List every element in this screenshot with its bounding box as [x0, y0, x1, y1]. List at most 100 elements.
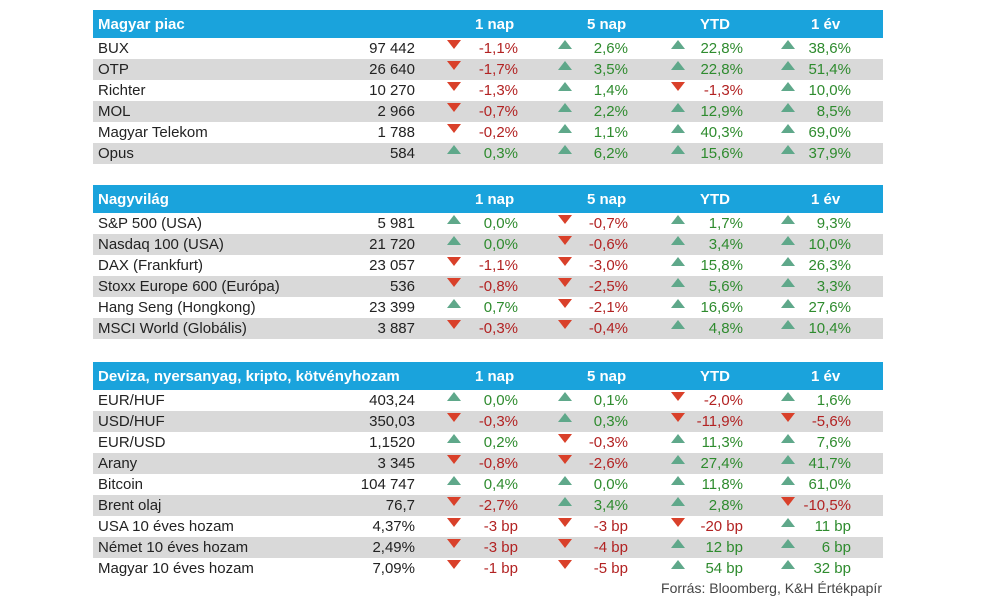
change-d5: 3,5% [593, 61, 628, 78]
table-row: DAX (Frankfurt) 23 057 -1,1% -3,0% 15,8% 26,3… [93, 255, 883, 276]
change-y1: 10,0% [808, 236, 851, 253]
up-arrow-icon [671, 320, 685, 329]
change-d5: 0,0% [593, 476, 628, 493]
change-y1: 1,6% [816, 392, 851, 409]
up-arrow-icon [558, 413, 572, 422]
change-d1: 0,0% [483, 236, 518, 253]
up-arrow-icon [781, 299, 795, 308]
down-arrow-icon [671, 413, 685, 422]
up-arrow-icon [671, 257, 685, 266]
change-ytd: 4,8% [708, 320, 743, 337]
table-row: Hang Seng (Hongkong) 23 399 0,7% -2,1% 16,6%… [93, 297, 883, 318]
table-row: Magyar Telekom 1 788 -0,2% 1,1% 40,3% 69,0% [93, 122, 883, 143]
row-value: 10 270 [369, 82, 415, 99]
up-arrow-icon [781, 61, 795, 70]
table-row: BUX 97 442 -1,1% 2,6% 22,8% 38,6% [93, 38, 883, 59]
column-header: 1 nap [475, 368, 515, 385]
change-d1: -1 bp [483, 560, 518, 577]
down-arrow-icon [447, 497, 461, 506]
change-y1: 38,6% [808, 40, 851, 57]
change-d1: 0,4% [483, 476, 518, 493]
up-arrow-icon [671, 40, 685, 49]
up-arrow-icon [781, 560, 795, 569]
section-header: Deviza, nyersanyag, kripto, kötvényhozam… [93, 362, 883, 390]
down-arrow-icon [558, 560, 572, 569]
row-value: 7,09% [372, 560, 415, 577]
change-d1: 0,0% [483, 215, 518, 232]
change-y1: 9,3% [816, 215, 851, 232]
change-y1: 3,3% [816, 278, 851, 295]
change-y1: 61,0% [808, 476, 851, 493]
row-value: 350,03 [369, 413, 415, 430]
up-arrow-icon [558, 40, 572, 49]
up-arrow-icon [671, 560, 685, 569]
change-ytd: -1,3% [703, 82, 743, 99]
change-ytd: 22,8% [700, 61, 743, 78]
change-d5: -0,3% [588, 434, 628, 451]
change-d5: 2,2% [593, 103, 628, 120]
up-arrow-icon [558, 124, 572, 133]
table-row: EUR/USD 1,1520 0,2% -0,3% 11,3% 7,6% [93, 432, 883, 453]
change-d1: -3 bp [483, 539, 518, 556]
change-d1: -0,7% [478, 103, 518, 120]
change-y1: 41,7% [808, 455, 851, 472]
down-arrow-icon [558, 278, 572, 287]
up-arrow-icon [671, 497, 685, 506]
down-arrow-icon [447, 518, 461, 527]
change-y1: 7,6% [816, 434, 851, 451]
up-arrow-icon [781, 82, 795, 91]
up-arrow-icon [671, 215, 685, 224]
down-arrow-icon [447, 124, 461, 133]
up-arrow-icon [781, 236, 795, 245]
table-row: Richter 10 270 -1,3% 1,4% -1,3% 10,0% [93, 80, 883, 101]
change-d5: -2,1% [588, 299, 628, 316]
down-arrow-icon [447, 40, 461, 49]
row-value: 97 442 [369, 40, 415, 57]
row-value: 76,7 [385, 497, 415, 514]
change-ytd: 16,6% [700, 299, 743, 316]
change-y1: 8,5% [816, 103, 851, 120]
change-ytd: 11,8% [701, 476, 743, 493]
up-arrow-icon [781, 476, 795, 485]
down-arrow-icon [447, 61, 461, 70]
change-y1: 27,6% [808, 299, 851, 316]
change-ytd: -11,9% [696, 413, 743, 430]
up-arrow-icon [558, 497, 572, 506]
section-title: Magyar piac [98, 16, 185, 33]
change-d5: -2,5% [588, 278, 628, 295]
row-value: 23 399 [369, 299, 415, 316]
row-value: 2,49% [372, 539, 415, 556]
up-arrow-icon [447, 145, 461, 154]
row-name: Német 10 éves hozam [98, 539, 249, 556]
up-arrow-icon [781, 434, 795, 443]
down-arrow-icon [558, 299, 572, 308]
table-row: S&P 500 (USA) 5 981 0,0% -0,7% 1,7% 9,3% [93, 213, 883, 234]
change-d5: 3,4% [593, 497, 628, 514]
row-name: OTP [98, 61, 129, 78]
change-d1: -1,3% [478, 82, 518, 99]
down-arrow-icon [558, 539, 572, 548]
row-name: EUR/HUF [98, 392, 165, 409]
row-name: Arany [98, 455, 138, 472]
up-arrow-icon [781, 124, 795, 133]
change-d5: -0,7% [588, 215, 628, 232]
row-value: 536 [389, 278, 415, 295]
change-d5: 6,2% [593, 145, 628, 162]
table-row: Magyar 10 éves hozam 7,09% -1 bp -5 bp 54 bp… [93, 558, 883, 579]
table-row: OTP 26 640 -1,7% 3,5% 22,8% 51,4% [93, 59, 883, 80]
down-arrow-icon [558, 518, 572, 527]
row-value: 1 788 [377, 124, 415, 141]
down-arrow-icon [558, 236, 572, 245]
table-row: Arany 3 345 -0,8% -2,6% 27,4% 41,7% [93, 453, 883, 474]
up-arrow-icon [671, 455, 685, 464]
row-value: 3 887 [377, 320, 415, 337]
up-arrow-icon [671, 278, 685, 287]
section-header: Magyar piac 1 nap 5 nap YTD 1 év [93, 10, 883, 38]
row-value: 21 720 [369, 236, 415, 253]
change-d1: 0,3% [483, 145, 518, 162]
table-row: MSCI World (Globális) 3 887 -0,3% -0,4% 4,8%… [93, 318, 883, 339]
section-title: Nagyvilág [98, 191, 169, 208]
row-name: Opus [98, 145, 134, 162]
change-ytd: 11,3% [701, 434, 743, 451]
table-row: MOL 2 966 -0,7% 2,2% 12,9% 8,5% [93, 101, 883, 122]
